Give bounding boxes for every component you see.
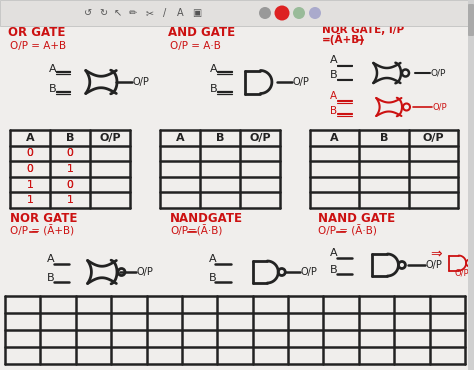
- Text: /: /: [164, 8, 167, 18]
- Circle shape: [293, 7, 305, 19]
- Text: B: B: [216, 133, 224, 143]
- Text: 1: 1: [67, 164, 73, 174]
- Text: 1: 1: [66, 164, 73, 174]
- Text: ✂: ✂: [146, 8, 154, 18]
- Text: 1: 1: [27, 179, 34, 189]
- Text: O/P: O/P: [137, 267, 154, 277]
- FancyBboxPatch shape: [0, 0, 474, 26]
- Text: NANDGATE: NANDGATE: [170, 212, 243, 225]
- Text: 0: 0: [67, 179, 73, 189]
- Text: A: A: [330, 91, 337, 101]
- Text: 0: 0: [27, 148, 33, 158]
- Text: A: A: [49, 64, 56, 74]
- Text: A: A: [330, 55, 337, 65]
- Text: O/P: O/P: [133, 77, 150, 87]
- Text: B: B: [49, 84, 56, 94]
- Text: ✏: ✏: [129, 8, 137, 18]
- Text: O/P: O/P: [301, 267, 318, 277]
- Text: OR GATE: OR GATE: [8, 26, 65, 39]
- Circle shape: [274, 6, 290, 20]
- Text: ↻: ↻: [99, 8, 107, 18]
- Text: B: B: [66, 133, 74, 143]
- Text: O/P: O/P: [99, 133, 121, 143]
- Text: O/P: O/P: [433, 103, 447, 112]
- Text: A: A: [26, 133, 34, 143]
- Text: O/P = (Ā+B): O/P = (Ā+B): [10, 226, 74, 237]
- Text: O/P = A·B: O/P = A·B: [170, 41, 221, 51]
- Circle shape: [259, 7, 271, 19]
- Text: B: B: [330, 106, 337, 116]
- Text: A: A: [210, 64, 218, 74]
- Text: 0: 0: [27, 164, 33, 174]
- Text: NOR GATE, I/P: NOR GATE, I/P: [322, 25, 404, 35]
- FancyBboxPatch shape: [468, 4, 474, 36]
- Text: O/P = (Ā·B): O/P = (Ā·B): [318, 226, 377, 237]
- Text: 1: 1: [27, 195, 34, 205]
- Text: O/P = A+B: O/P = A+B: [10, 41, 66, 51]
- Circle shape: [309, 7, 321, 19]
- Text: A: A: [330, 133, 339, 143]
- Text: B: B: [210, 84, 218, 94]
- Text: 0: 0: [67, 148, 73, 158]
- Text: 1: 1: [67, 195, 73, 205]
- Text: O/P: O/P: [455, 269, 470, 278]
- Text: O/P: O/P: [293, 77, 310, 87]
- Text: B: B: [47, 273, 55, 283]
- Text: O/P=(Ā·B): O/P=(Ā·B): [170, 226, 222, 237]
- Text: B: B: [209, 273, 217, 283]
- Text: =(Ā+B): =(Ā+B): [322, 33, 365, 45]
- Text: AND GATE: AND GATE: [168, 26, 235, 39]
- Text: 0: 0: [27, 148, 34, 158]
- Text: A: A: [177, 8, 183, 18]
- Text: B: B: [380, 133, 388, 143]
- Text: 0: 0: [27, 164, 34, 174]
- Text: B: B: [330, 265, 337, 275]
- Text: O/P: O/P: [426, 260, 443, 270]
- Text: 1: 1: [27, 195, 33, 205]
- Text: NOR GATE: NOR GATE: [10, 212, 77, 225]
- Text: A: A: [330, 248, 337, 258]
- Text: B: B: [330, 70, 337, 80]
- FancyBboxPatch shape: [468, 0, 474, 370]
- Text: ↺: ↺: [84, 8, 92, 18]
- Text: 0: 0: [66, 179, 73, 189]
- Text: O/P: O/P: [249, 133, 271, 143]
- Text: ▣: ▣: [192, 8, 201, 18]
- Text: ↖: ↖: [114, 8, 122, 18]
- Text: 1: 1: [27, 179, 33, 189]
- Text: 1: 1: [66, 195, 73, 205]
- Text: O/P: O/P: [431, 69, 447, 78]
- Text: O/P: O/P: [422, 133, 444, 143]
- Text: 0: 0: [66, 148, 73, 158]
- Text: A: A: [47, 254, 55, 264]
- Text: NAND GATE: NAND GATE: [318, 212, 395, 225]
- Text: A: A: [209, 254, 217, 264]
- Text: A: A: [176, 133, 184, 143]
- Text: ⇒: ⇒: [430, 247, 442, 261]
